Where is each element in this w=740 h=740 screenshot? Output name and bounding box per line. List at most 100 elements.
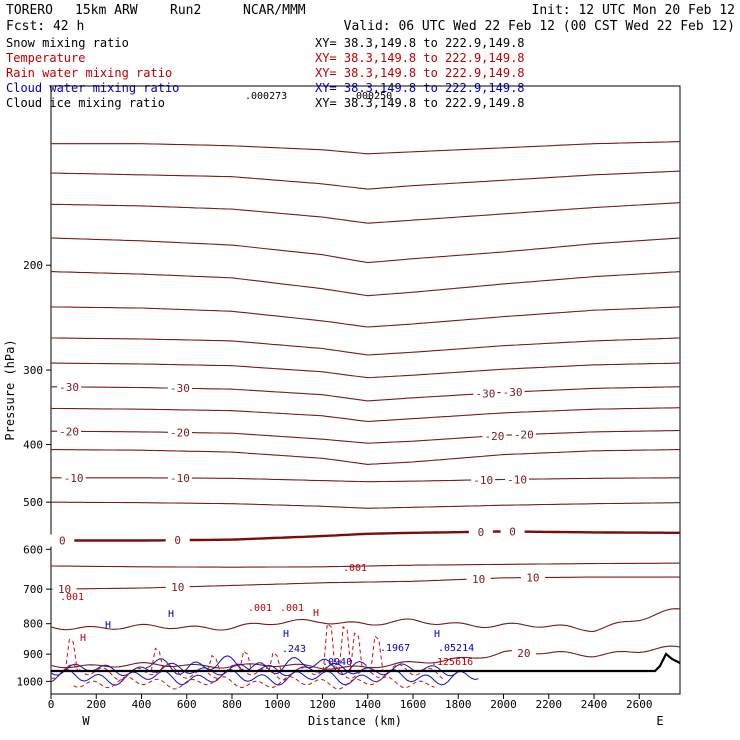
isotherm--25 — [50, 407, 681, 423]
rain-water-spike — [322, 622, 336, 671]
field-label-snow: Snow mixing ratio — [6, 36, 129, 50]
isotherm-label: 0 — [478, 526, 485, 539]
isotherm-label: -30 — [59, 381, 79, 394]
x-axis-label: Distance (km) — [308, 714, 402, 728]
isotherm--70 — [51, 141, 681, 155]
isotherm-label: 10 — [58, 583, 71, 596]
x-tick-label: 1800 — [445, 698, 472, 711]
rain-water-spike — [349, 632, 363, 671]
y-tick-label: 900 — [23, 648, 43, 661]
x-axis-right-end: E — [656, 714, 663, 728]
isotherm--45 — [50, 306, 681, 328]
isotherm-label: 10 — [526, 572, 539, 585]
x-tick-label: 2000 — [490, 698, 517, 711]
y-tick-label: 1000 — [17, 675, 44, 688]
hydrometeor-layer — [50, 622, 479, 690]
isotherm-label-bg — [511, 647, 536, 660]
isotherm-label: -10 — [507, 473, 527, 486]
y-tick-label: 800 — [23, 618, 43, 631]
x-tick-label: 2400 — [581, 698, 608, 711]
isotherm-0 — [51, 530, 680, 542]
rain-water-spike — [64, 638, 78, 671]
cloud-water-contour — [50, 668, 479, 686]
rain-water-contour — [73, 676, 435, 690]
plot-frame — [50, 85, 681, 695]
isotherm-label: -20 — [514, 428, 534, 441]
contour-value-label: H — [168, 609, 174, 620]
x-tick-label: 1400 — [355, 698, 382, 711]
isotherm-label: -30 — [475, 387, 495, 400]
x-tick-label: 800 — [222, 698, 242, 711]
header-valid: Valid: 06 UTC Wed 22 Feb 12 (00 CST Wed … — [344, 19, 735, 34]
header-init: Init: 12 UTC Mon 20 Feb 12 — [532, 3, 736, 18]
x-tick-label: 1000 — [264, 698, 291, 711]
isotherm-label: 20 — [517, 647, 530, 660]
y-tick-label: 700 — [23, 583, 43, 596]
field-xy-temperature: XY= 38.3,149.8 to 222.9,149.8 — [315, 51, 525, 65]
contour-value-label: .125616 — [431, 657, 473, 668]
isotherm-label-bg — [165, 534, 190, 547]
y-tick-label: 400 — [23, 438, 43, 451]
isotherm-label-bg — [52, 582, 77, 595]
contour-value-label: .001 — [343, 563, 367, 574]
header-resolution: 15km ARW — [75, 3, 138, 18]
isotherm-label: -20 — [485, 430, 505, 443]
isotherm-layer — [50, 141, 681, 670]
x-tick-label: 2600 — [626, 698, 653, 711]
y-tick-label: 300 — [23, 364, 43, 377]
rain-water-spike — [239, 650, 253, 671]
contour-value-label: .001 — [280, 603, 304, 614]
y-tick-label: 500 — [23, 496, 43, 509]
field-label-cloud-ice: Cloud ice mixing ratio — [6, 96, 165, 110]
contour-value-label: H — [80, 633, 86, 644]
isotherm-label: -20 — [59, 425, 79, 438]
isotherm-label-bg — [511, 428, 536, 441]
isotherm-label-bg — [473, 387, 498, 400]
x-tick-label: 2200 — [536, 698, 563, 711]
rain-water-spike — [207, 654, 221, 671]
contour-value-label: H — [105, 620, 111, 631]
y-tick-label: 200 — [23, 259, 43, 272]
rain-water-spike — [268, 651, 282, 671]
rain-water-spike — [338, 625, 352, 671]
isotherm-label-bg — [57, 425, 82, 438]
x-tick-label: 200 — [86, 698, 106, 711]
isotherm-label-bg — [165, 581, 190, 594]
isotherm--10 — [51, 477, 680, 483]
field-legend: Snow mixing ratio XY= 38.3,149.8 to 222.… — [6, 36, 525, 110]
x-tick-label: 0 — [48, 698, 55, 711]
isotherm-label: -10 — [170, 472, 190, 485]
isotherm-label-bg — [57, 380, 82, 393]
y-axis: 200 300 400 500 600 700 800 900 1000 — [17, 259, 51, 688]
header-model: TORERO — [6, 3, 53, 18]
contour-value-label: .0940 — [322, 657, 352, 668]
field-xy-cloud-water: XY= 38.3,149.8 to 222.9,149.8 — [315, 81, 525, 95]
isotherm-label: -10 — [64, 472, 84, 485]
y-tick-label: 600 — [23, 543, 43, 556]
isotherm-label-bg — [167, 472, 192, 485]
isotherm-label: -10 — [473, 474, 493, 487]
isotherm-20 — [50, 645, 681, 670]
x-tick-label: 600 — [177, 698, 197, 711]
contour-value-label: .000273 — [245, 91, 287, 102]
cloud-water-contour — [145, 655, 367, 676]
x-tick-label: 1600 — [400, 698, 427, 711]
contour-value-label: .1967 — [380, 643, 410, 654]
x-axis-left-end: W — [82, 714, 90, 728]
y-axis-label: Pressure (hPa) — [3, 339, 17, 440]
isotherm-15 — [50, 608, 681, 632]
field-label-cloud-water: Cloud water mixing ratio — [6, 81, 179, 95]
isotherm-5 — [51, 562, 681, 568]
isotherm-label: -30 — [503, 386, 523, 399]
isotherm-label: 10 — [472, 573, 485, 586]
header-center: NCAR/MMM — [243, 3, 306, 18]
isotherm-label: 0 — [509, 526, 516, 539]
isotherm--55 — [50, 237, 681, 264]
x-tick-label: 400 — [132, 698, 152, 711]
isotherm--60 — [50, 202, 681, 224]
isotherm-label-bg — [167, 382, 192, 395]
x-tick-label: 1200 — [309, 698, 336, 711]
isotherm--40 — [51, 337, 681, 356]
isotherm-label-bg — [61, 471, 86, 484]
